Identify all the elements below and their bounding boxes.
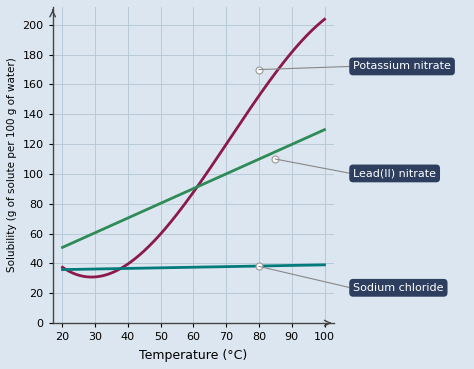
- Y-axis label: Solubility (g of solute per 100 g of water): Solubility (g of solute per 100 g of wat…: [7, 58, 17, 272]
- Text: Potassium nitrate: Potassium nitrate: [353, 61, 451, 72]
- Text: Sodium chloride: Sodium chloride: [353, 283, 444, 293]
- X-axis label: Temperature (°C): Temperature (°C): [139, 349, 247, 362]
- Text: Lead(II) nitrate: Lead(II) nitrate: [353, 168, 436, 179]
